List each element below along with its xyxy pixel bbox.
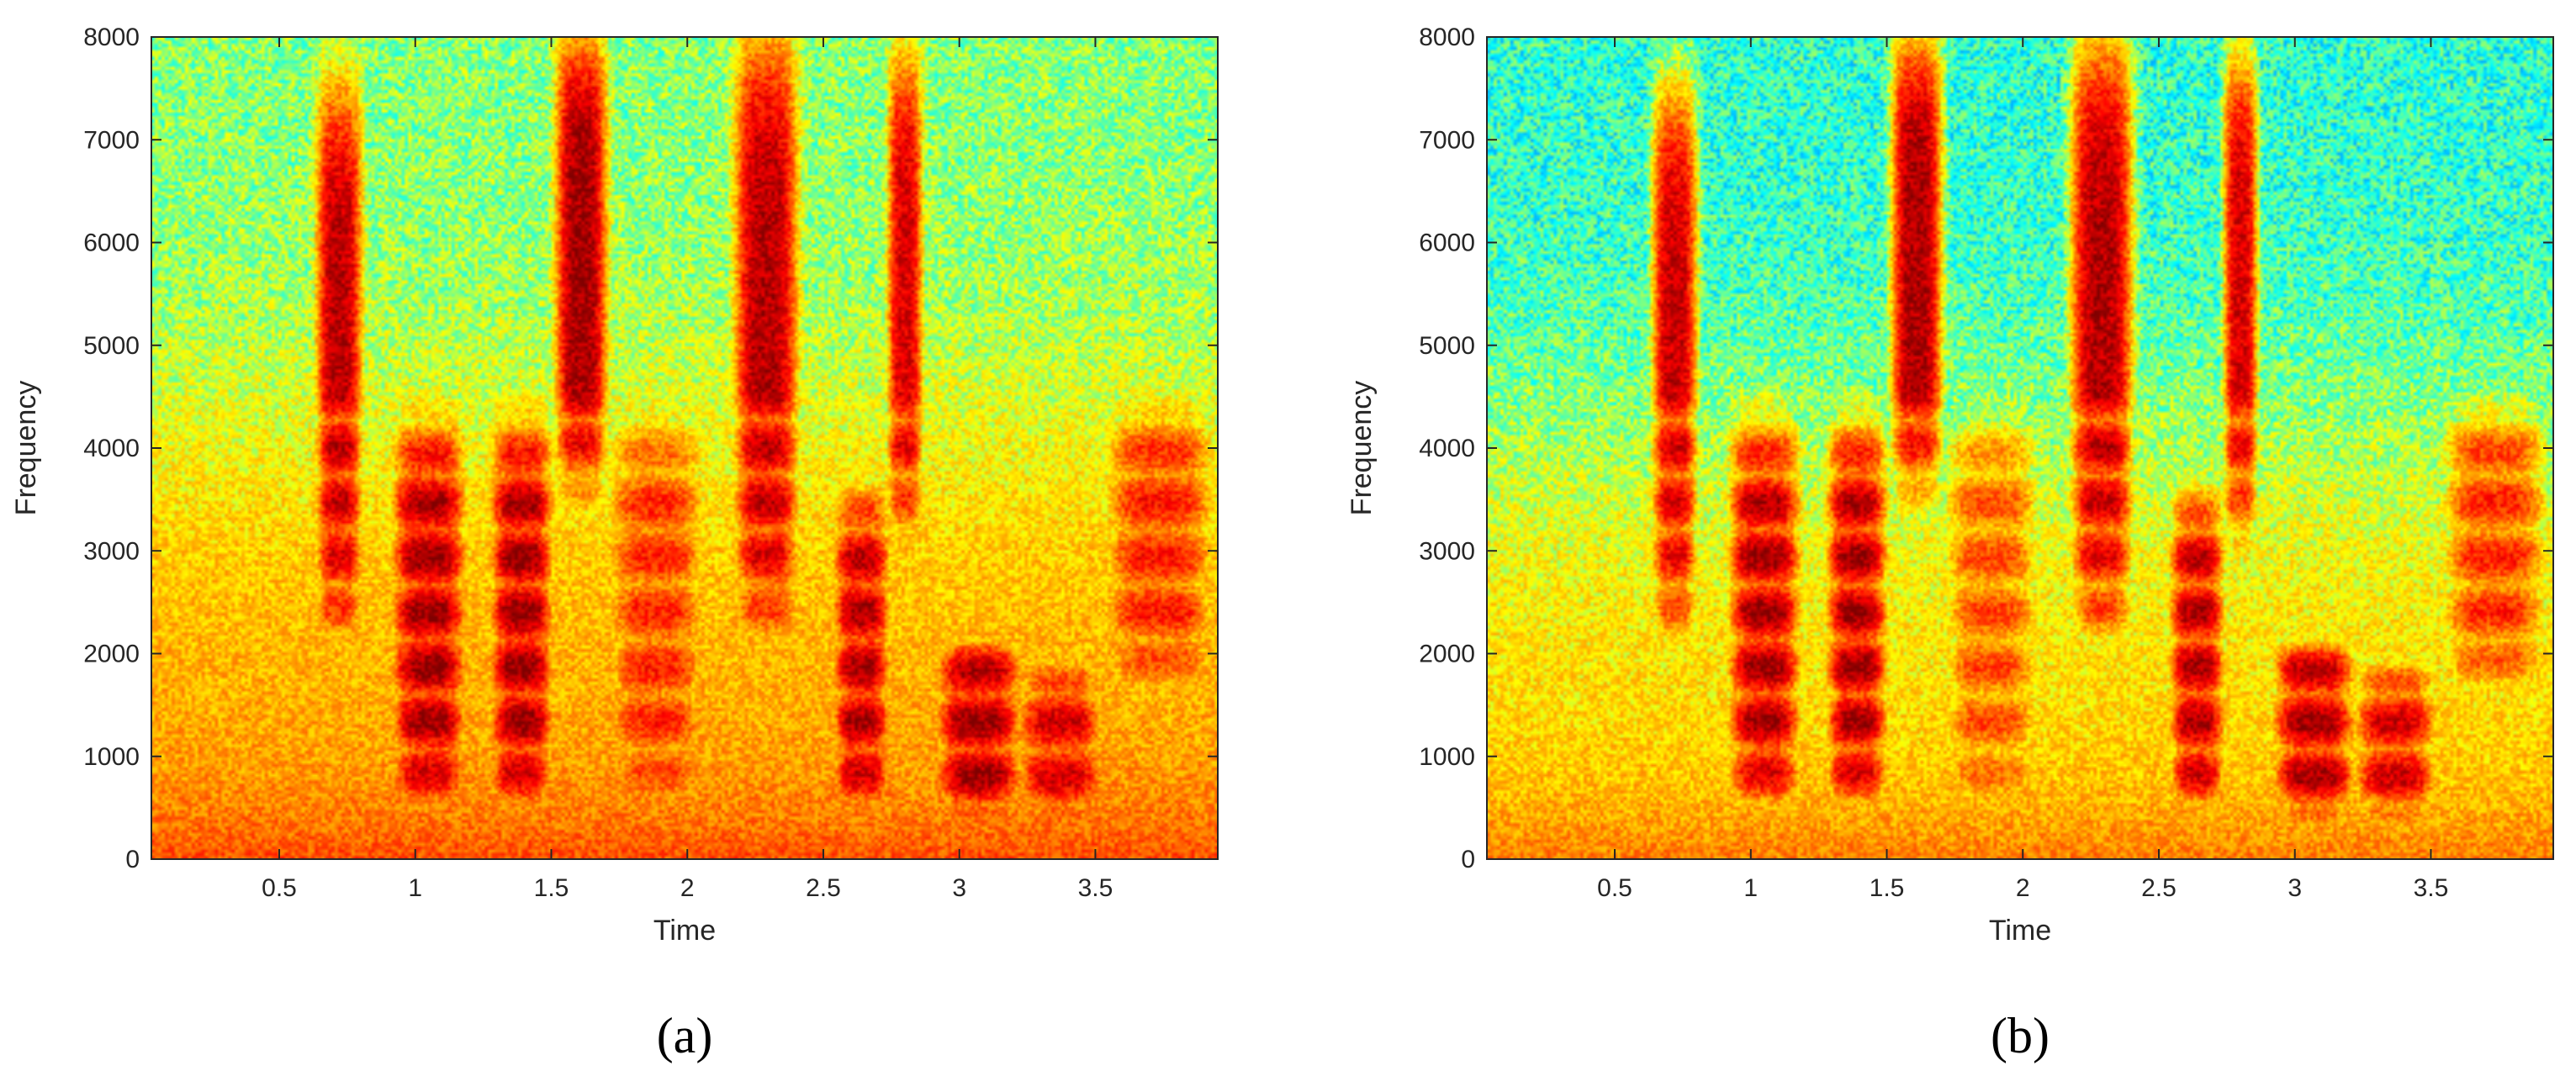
x-tick-label: 3.5	[2414, 874, 2449, 902]
x-tick-label: 3	[952, 874, 966, 902]
y-tick-label: 7000	[83, 126, 140, 154]
y-axis-label: Frequency	[10, 381, 42, 516]
y-tick-label: 4000	[83, 435, 140, 462]
y-tick-label: 3000	[83, 537, 140, 565]
y-tick-label: 2000	[83, 641, 140, 668]
panel-label: (a)	[657, 1008, 713, 1063]
x-tick-label: 3	[2288, 874, 2302, 902]
panel-label: (b)	[1991, 1008, 2050, 1063]
y-tick-label: 2000	[1419, 641, 1475, 668]
y-tick-label: 6000	[1419, 229, 1475, 257]
y-tick-label: 4000	[1419, 435, 1475, 462]
x-tick-label: 1	[1743, 874, 1758, 902]
y-tick-label: 0	[125, 846, 140, 873]
spectrogram-image	[1487, 37, 2553, 859]
x-axis-label: Time	[1989, 915, 2051, 947]
x-tick-label: 3.5	[1078, 874, 1113, 902]
y-tick-label: 5000	[83, 332, 140, 360]
y-tick-label: 1000	[1419, 743, 1475, 771]
x-tick-label: 2.5	[2141, 874, 2177, 902]
y-tick-label: 8000	[83, 24, 140, 51]
x-tick-label: 1.5	[534, 874, 569, 902]
y-axis-label: Frequency	[1346, 381, 1378, 516]
x-tick-label: 2	[2016, 874, 2030, 902]
x-tick-label: 1	[408, 874, 422, 902]
y-tick-label: 5000	[1419, 332, 1475, 360]
x-axis-label: Time	[653, 915, 716, 947]
x-tick-label: 0.5	[262, 874, 297, 902]
y-tick-label: 6000	[83, 229, 140, 257]
y-tick-label: 0	[1461, 846, 1475, 873]
x-tick-label: 2	[680, 874, 695, 902]
y-tick-label: 3000	[1419, 537, 1475, 565]
spectrogram-panel-a: 0 1000 2000 3000 4000 5000 6000 7000 8000 0.5 1 1.5…	[10, 24, 1219, 1063]
x-tick-label: 1.5	[1870, 874, 1905, 902]
x-tick-label: 2.5	[806, 874, 841, 902]
x-tick-label: 0.5	[1597, 874, 1632, 902]
y-tick-label: 8000	[1419, 24, 1475, 51]
y-tick-label: 1000	[83, 743, 140, 771]
spectrogram-image	[151, 37, 1218, 859]
y-tick-label: 7000	[1419, 126, 1475, 154]
spectrogram-panel-b: 0 1000 2000 3000 4000 5000 6000 7000 8000 0.5 1 1.5…	[1346, 24, 2554, 1063]
